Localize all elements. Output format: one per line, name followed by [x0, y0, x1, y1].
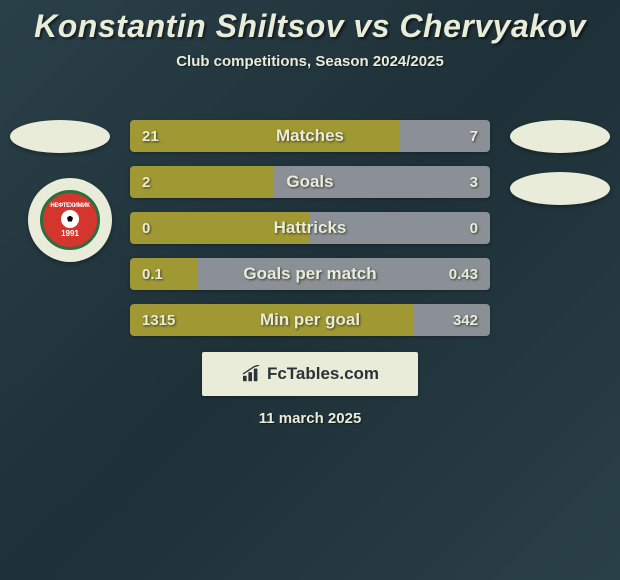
- bar-label: Matches: [130, 120, 490, 152]
- page-title: Konstantin Shiltsov vs Chervyakov: [0, 0, 620, 45]
- bar-chart-icon: [241, 365, 263, 383]
- bar-label: Goals per match: [130, 258, 490, 290]
- club-badge-year: 1991: [61, 229, 79, 238]
- logo-text: FcTables.com: [267, 364, 379, 384]
- club-badge-inner: НЕФТЕХИМИК 1991: [40, 190, 100, 250]
- bar-row-hattricks: 0 Hattricks 0: [130, 212, 490, 244]
- bar-row-goals-per-match: 0.1 Goals per match 0.43: [130, 258, 490, 290]
- bar-right-value: 0.43: [449, 258, 478, 290]
- club-badge-text: НЕФТЕХИМИК: [50, 203, 89, 209]
- player1-emblem-placeholder: [10, 120, 110, 153]
- player2-emblem-placeholder-2: [510, 172, 610, 205]
- club-badge: НЕФТЕХИМИК 1991: [28, 178, 112, 262]
- page-subtitle: Club competitions, Season 2024/2025: [0, 53, 620, 70]
- bar-row-min-per-goal: 1315 Min per goal 342: [130, 304, 490, 336]
- bar-row-matches: 21 Matches 7: [130, 120, 490, 152]
- player2-emblem-placeholder-1: [510, 120, 610, 153]
- bar-row-goals: 2 Goals 3: [130, 166, 490, 198]
- bar-right-value: 0: [470, 212, 478, 244]
- fctables-logo: FcTables.com: [202, 352, 418, 396]
- bar-right-value: 3: [470, 166, 478, 198]
- footer-date: 11 march 2025: [0, 410, 620, 427]
- bar-label: Min per goal: [130, 304, 490, 336]
- soccer-ball-icon: [61, 210, 79, 228]
- bar-label: Hattricks: [130, 212, 490, 244]
- bar-right-value: 7: [470, 120, 478, 152]
- bar-right-value: 342: [453, 304, 478, 336]
- comparison-bars: 21 Matches 7 2 Goals 3 0 Hattricks 0 0.1…: [130, 120, 490, 350]
- bar-label: Goals: [130, 166, 490, 198]
